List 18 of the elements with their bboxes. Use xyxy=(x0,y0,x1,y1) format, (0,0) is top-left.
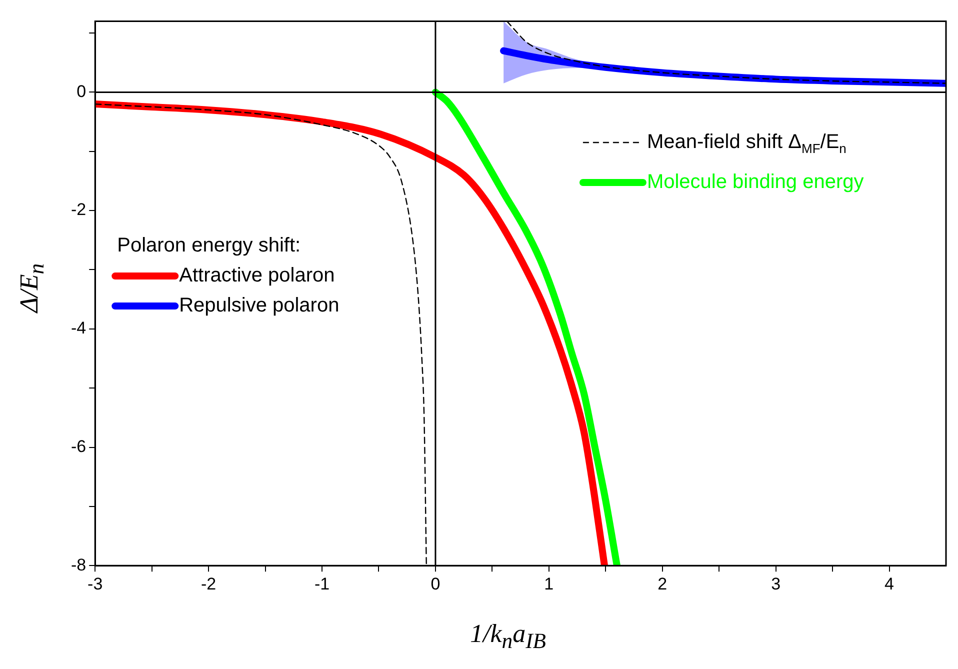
y-tick-label: 0 xyxy=(76,82,86,101)
x-tick-label: -2 xyxy=(201,574,216,594)
y-tick-label: -8 xyxy=(70,555,86,574)
x-tick-label: -3 xyxy=(88,574,103,594)
y-tick-label: -2 xyxy=(70,200,86,220)
y-tick-label: -4 xyxy=(70,318,86,338)
x-axis-title: 1/k$_{n}$a$_{IB}$ xyxy=(468,618,548,654)
x-tick-label: 1 xyxy=(544,574,554,594)
x-tick-label: 4 xyxy=(884,574,894,594)
x-tick-label: 0 xyxy=(430,574,440,594)
x-tick-label: 2 xyxy=(658,574,668,594)
legend-label: Attractive polaron xyxy=(179,264,335,287)
legend-label: Repulsive polaron xyxy=(179,294,340,317)
x-tick-label: -1 xyxy=(314,574,330,594)
legend-label: Molecule binding energy xyxy=(646,171,864,194)
x-tick-label: 3 xyxy=(771,574,781,594)
y-tick-label: -6 xyxy=(70,436,86,456)
legend-title: Polaron energy shift: xyxy=(117,234,301,257)
